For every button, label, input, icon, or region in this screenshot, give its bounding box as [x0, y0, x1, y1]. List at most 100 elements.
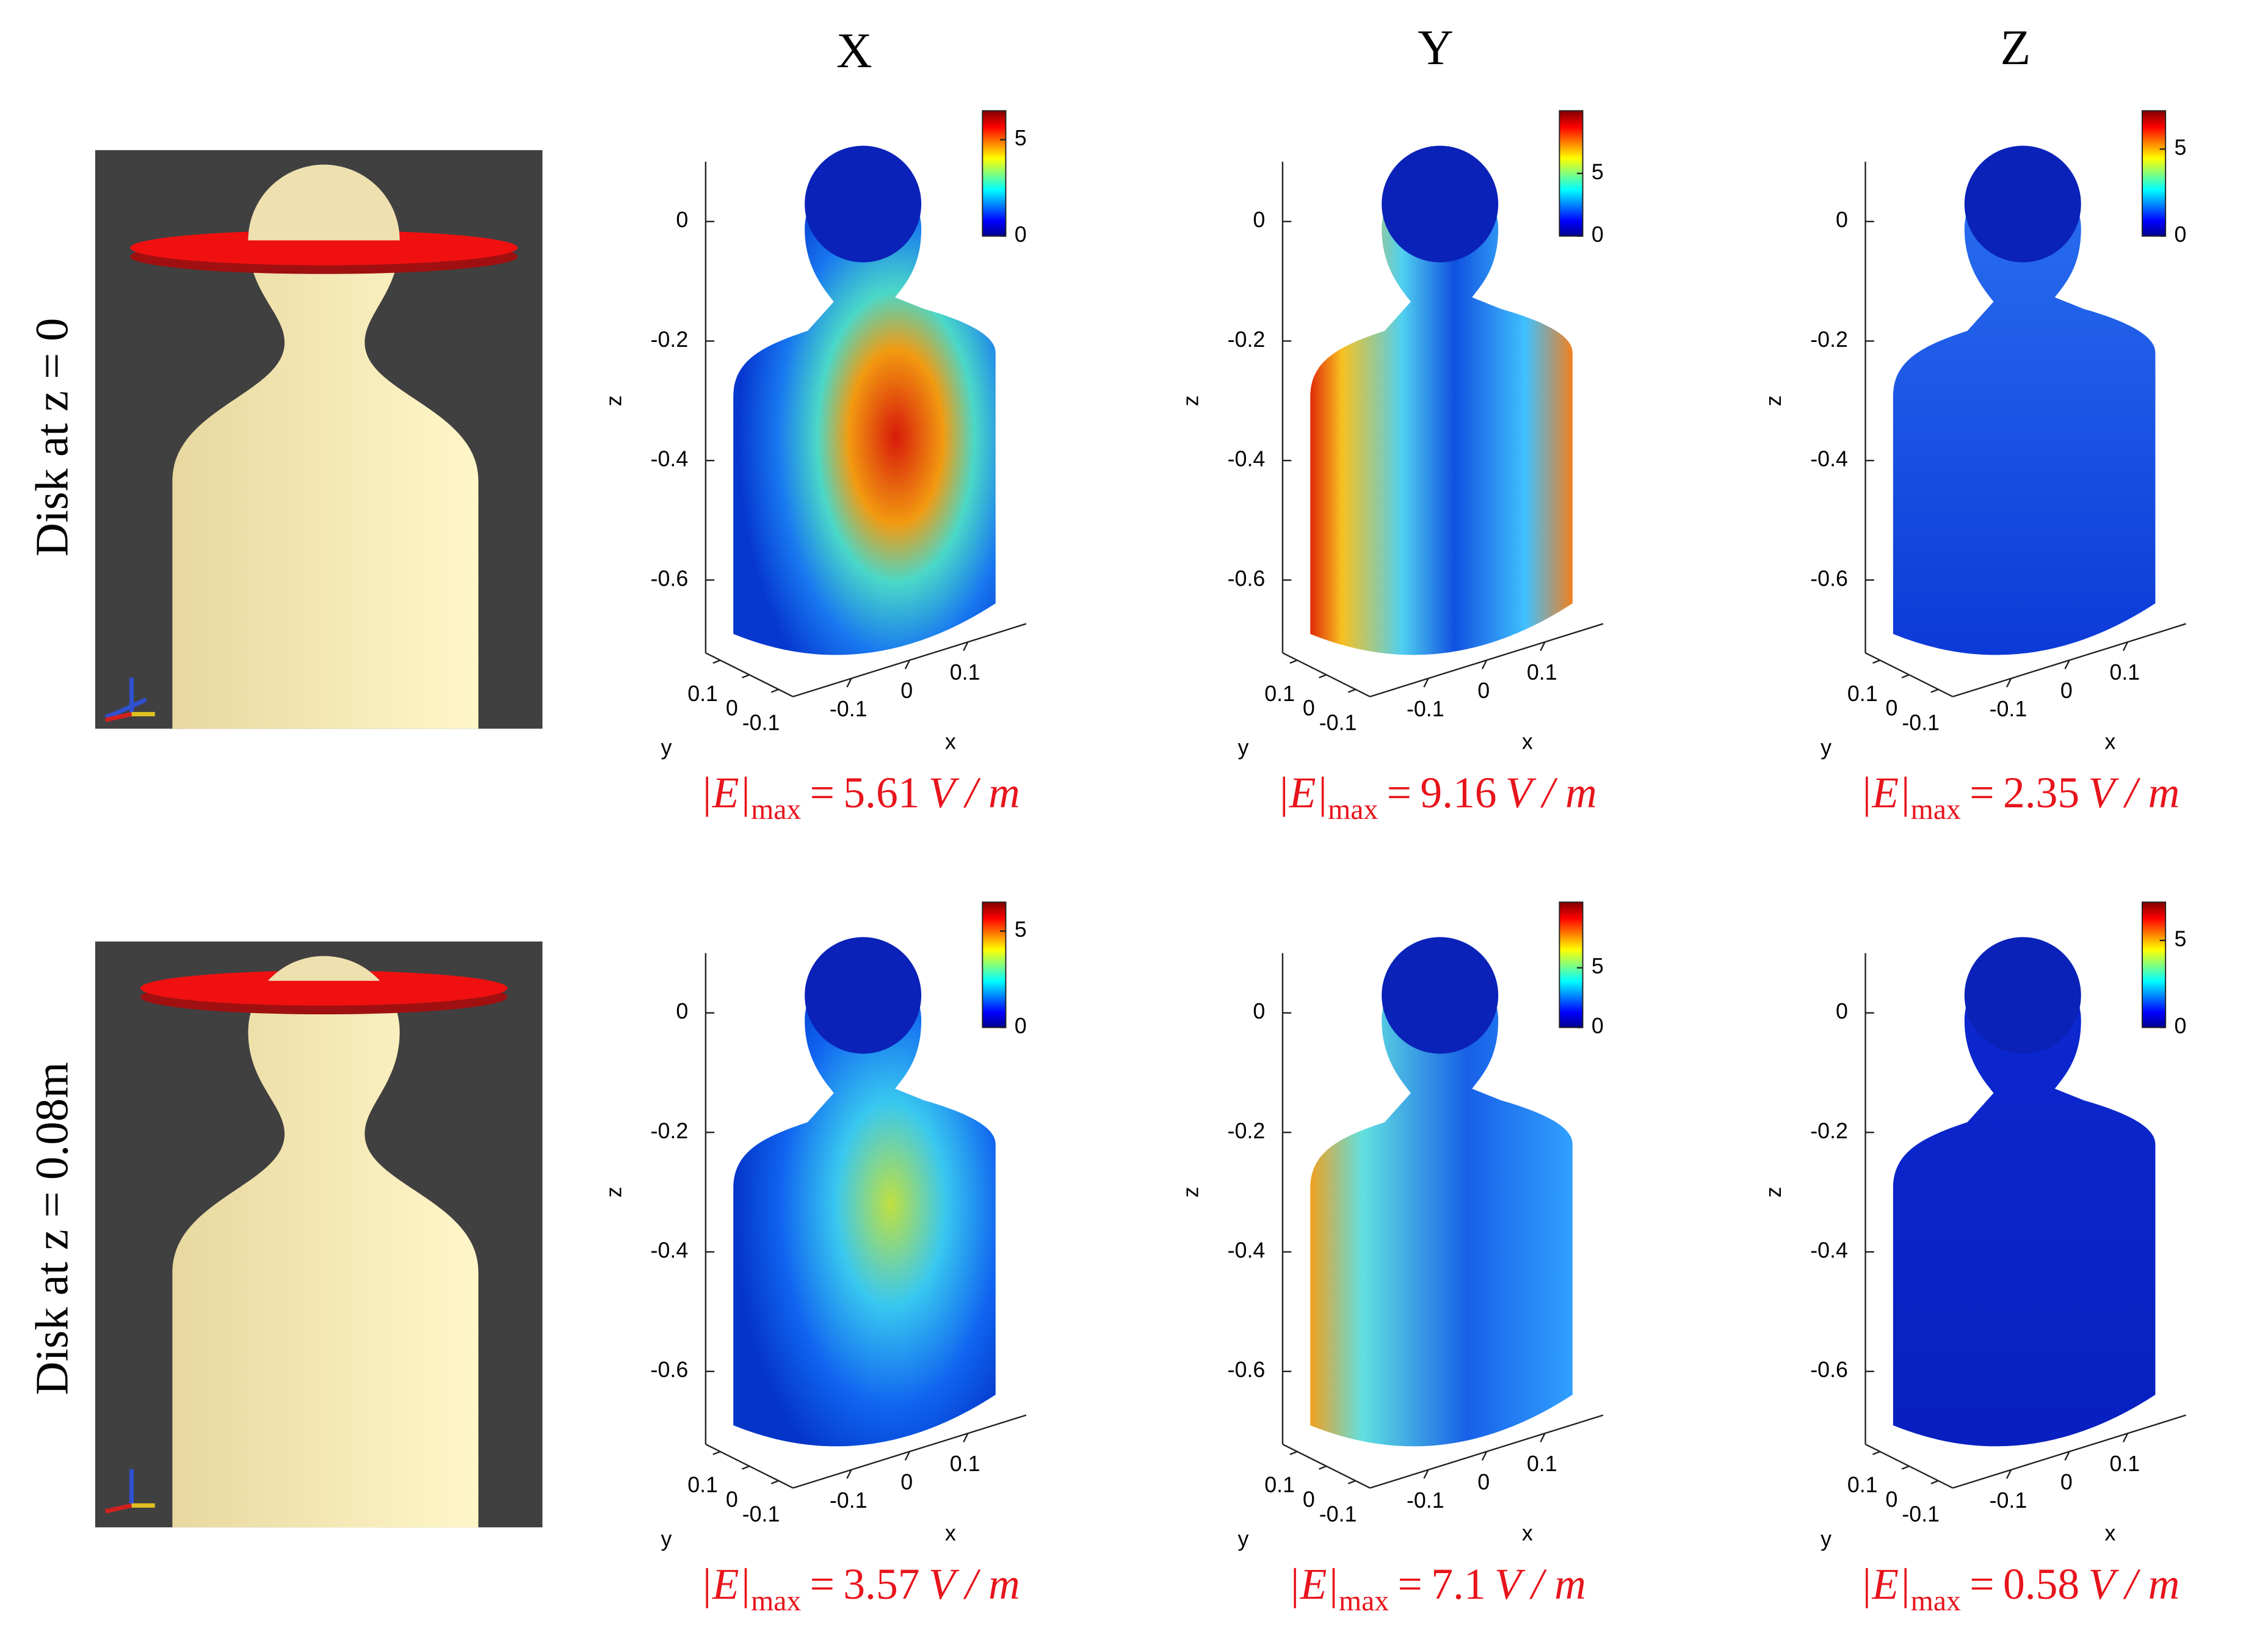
- emax-label: |E|max = 2.35 V / m: [1860, 769, 2180, 826]
- z-tick-label: -0.2: [651, 327, 689, 352]
- y-tick: [1872, 659, 1880, 664]
- y-tick: [1872, 1450, 1880, 1455]
- emax-equals: =: [1969, 1560, 1994, 1609]
- x-tick-label: 0: [2060, 678, 2073, 703]
- emax-symbol: |E|: [1277, 769, 1328, 817]
- emax-symbol: |E|: [1288, 1560, 1339, 1609]
- field-body: [1310, 962, 1573, 1447]
- x-tick: [2064, 1451, 2070, 1461]
- emax-symbol: |E|: [1860, 1560, 1911, 1609]
- colorbar: [1559, 901, 1584, 1028]
- x-tick: [846, 678, 852, 688]
- colorbar: [982, 110, 1007, 237]
- y-tick: [1319, 1465, 1327, 1470]
- z-tick-label: -0.2: [1810, 1119, 1848, 1143]
- colorbar-tick-label: 0: [1015, 222, 1027, 247]
- y-axis-label: y: [661, 1527, 672, 1551]
- y-tick: [1930, 1480, 1939, 1485]
- z-tick-label: -0.2: [651, 1119, 689, 1143]
- z-tick-label: 0: [676, 208, 688, 232]
- y-axis-label: y: [661, 735, 672, 760]
- y-tick: [712, 659, 721, 664]
- z-tick-label: -0.2: [1228, 327, 1266, 352]
- emax-symbol: |E|: [1860, 769, 1911, 817]
- y-tick: [742, 674, 750, 678]
- y-axis-label: y: [1821, 735, 1831, 760]
- x-tick-label: -0.1: [830, 1488, 868, 1513]
- x-axis-label: x: [2105, 730, 2116, 754]
- z-axis-label: z: [1761, 395, 1786, 406]
- y-tick-label: 0: [726, 1488, 738, 1512]
- field-head: [1964, 145, 2081, 263]
- y-tick: [1319, 674, 1327, 678]
- emax-equals: =: [810, 1560, 835, 1609]
- z-tick-label: -0.4: [651, 1238, 689, 1262]
- colorbar-tick-label: 0: [1592, 1014, 1604, 1038]
- x-tick: [963, 1433, 969, 1443]
- x-tick-label: 0.1: [2109, 660, 2140, 685]
- y-tick-label: -0.1: [1319, 1502, 1357, 1526]
- z-axis-label: z: [1761, 1187, 1786, 1198]
- y-tick-label: 0: [726, 696, 738, 721]
- x-tick: [846, 1469, 852, 1479]
- colorbar-tick-label: 5: [1592, 954, 1604, 978]
- emax-label: |E|max = 7.1 V / m: [1288, 1560, 1586, 1617]
- y-axis-label: y: [1238, 735, 1249, 760]
- emax-unit: V / m: [2089, 769, 2180, 817]
- x-tick-label: 0: [2060, 1470, 2073, 1494]
- x-tick-label: 0.1: [950, 1452, 980, 1476]
- x-tick: [904, 1451, 911, 1461]
- x-axis-label: x: [2105, 1521, 2116, 1545]
- x-tick-label: 0.1: [1527, 660, 1557, 685]
- x-tick: [963, 641, 969, 652]
- colorbar-tick-label: 0: [1592, 222, 1604, 247]
- z-tick-label: -0.6: [1228, 1358, 1266, 1382]
- x-tick: [1481, 1451, 1488, 1461]
- z-axis-label: z: [1178, 1187, 1203, 1198]
- emax-label: |E|max = 0.58 V / m: [1860, 1560, 2180, 1617]
- y-tick-label: 0.1: [1264, 682, 1295, 706]
- y-tick-label: 0.1: [1847, 682, 1878, 706]
- z-tick-label: -0.6: [1228, 566, 1266, 591]
- z-tick-label: -0.4: [651, 447, 689, 471]
- x-tick: [1423, 678, 1429, 688]
- x-tick-label: 0.1: [950, 660, 980, 685]
- x-tick-label: 0: [1477, 678, 1490, 703]
- x-tick-label: -0.1: [1990, 1488, 2027, 1513]
- x-tick: [1481, 660, 1488, 669]
- model-image: [95, 941, 543, 1528]
- z-tick-label: -0.2: [1228, 1119, 1266, 1143]
- x-tick-label: 0.1: [1527, 1452, 1557, 1476]
- emax-unit: V / m: [929, 769, 1020, 817]
- y-tick-label: 0: [1886, 1488, 1898, 1512]
- column-title: Z: [2001, 20, 2031, 75]
- y-tick-label: 0.1: [687, 682, 718, 706]
- y-tick-label: 0.1: [1264, 1473, 1295, 1497]
- x-tick-label: 0: [900, 678, 913, 703]
- field-body: [733, 170, 996, 655]
- field-panel: 0-0.2-0.4-0.6z0.10-0.1-0.100.1y x05|E|max…: [1178, 110, 1604, 826]
- x-tick-label: -0.1: [1407, 697, 1444, 721]
- y-tick: [1901, 674, 1910, 678]
- x-tick: [2122, 641, 2129, 652]
- x-tick-label: 0.1: [2109, 1452, 2140, 1476]
- field-head: [805, 937, 922, 1054]
- y-tick-label: 0: [1303, 1488, 1315, 1512]
- emax-label: |E|max = 3.57 V / m: [700, 1560, 1020, 1617]
- z-tick-label: -0.4: [1810, 1238, 1848, 1262]
- y-axis: [1865, 1444, 1954, 1489]
- y-tick: [1347, 1480, 1356, 1485]
- colorbar-tick-label: 5: [2174, 136, 2186, 160]
- y-tick: [1930, 688, 1939, 693]
- emax-value: 7.1: [1431, 1560, 1485, 1609]
- z-tick-label: 0: [1253, 999, 1265, 1023]
- colorbar-tick-label: 5: [1592, 159, 1604, 184]
- y-tick-label: 0.1: [687, 1473, 718, 1497]
- z-tick-label: -0.4: [1810, 447, 1848, 471]
- field-panel: 0-0.2-0.4-0.6z0.10-0.1-0.100.1y x05|E|max…: [601, 901, 1027, 1617]
- x-tick-label: 0: [900, 1470, 913, 1494]
- y-tick-label: 0: [1886, 696, 1898, 721]
- x-tick: [2122, 1433, 2129, 1443]
- x-tick: [1540, 1433, 1546, 1443]
- colorbar-tick-label: 0: [2174, 222, 2186, 247]
